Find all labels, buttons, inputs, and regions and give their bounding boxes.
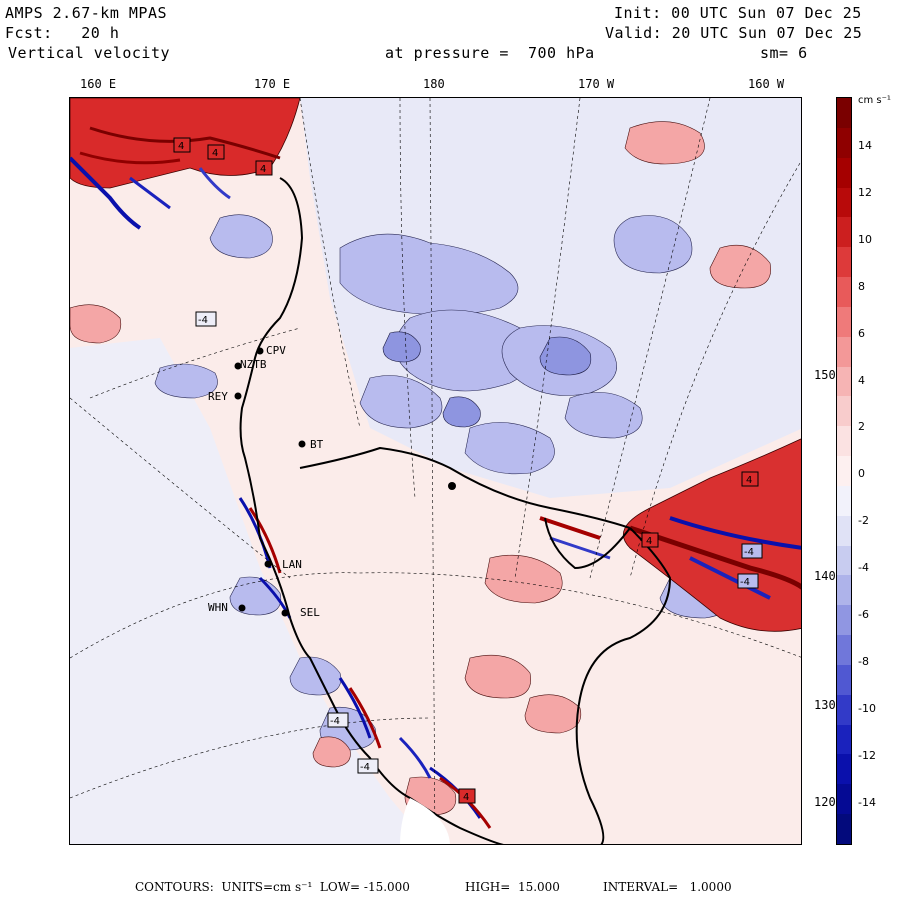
valid-time: Valid: 20 UTC Sun 07 Dec 25 — [605, 24, 863, 42]
colorbar-segment — [837, 247, 851, 278]
station-whn-marker — [238, 604, 246, 612]
colorbar-tick-label: -8 — [858, 654, 869, 668]
colorbar-segment — [837, 635, 851, 666]
colorbar — [836, 97, 852, 845]
extrema-boxes: 4 4 4 -4 4 4 -4 -4 -4 -4 4 — [173, 137, 763, 804]
station-nztb-marker — [234, 362, 242, 370]
station-cpv: CPV — [266, 344, 286, 357]
station-nztb: NZTB — [240, 358, 267, 371]
max-box-6: 4 — [463, 792, 469, 803]
colorbar-tick-label: 12 — [858, 185, 872, 199]
colorbar-segment — [837, 277, 851, 308]
graticule — [70, 98, 801, 844]
colorbar-tick-label: 2 — [858, 420, 865, 434]
colorbar-segment — [837, 187, 851, 218]
min-box-5: -4 — [360, 762, 370, 773]
colorbar-tick-label: -10 — [858, 701, 876, 715]
station-markers: CPV NZTB REY BT LAN WHN SEL — [208, 344, 456, 619]
lon-label-170w: 170 W — [578, 77, 615, 91]
station-bt: BT — [310, 438, 324, 451]
colorbar-segment — [837, 426, 851, 457]
colorbar-segment — [837, 664, 851, 696]
colorbar-segment — [837, 98, 851, 129]
min-box-2: -4 — [744, 547, 754, 558]
min-box-4: -4 — [330, 716, 340, 727]
field-name: Vertical velocity — [8, 44, 171, 62]
lon-label-160e: 160 E — [80, 77, 117, 91]
colorbar-tick-label: 14 — [858, 139, 872, 152]
colorbar-tick-label: -4 — [858, 561, 869, 575]
max-box-4: 4 — [746, 475, 752, 486]
model-title: AMPS 2.67-km MPAS — [5, 4, 168, 22]
max-box-3: 4 — [260, 164, 266, 175]
colorbar-tick-label: -14 — [858, 795, 876, 809]
station-lan: LAN — [282, 558, 302, 571]
max-box-2: 4 — [212, 148, 218, 159]
colorbar-segment — [837, 784, 851, 815]
colorbar-segment — [837, 127, 851, 159]
no-data-gap — [400, 798, 450, 844]
colorbar-tick-label: 8 — [858, 279, 865, 293]
vertical-velocity-map[interactable]: CPV NZTB REY BT LAN WHN SEL 4 4 4 -4 4 4… — [69, 97, 802, 845]
station-rey-marker — [234, 392, 242, 400]
station-sel-marker — [281, 609, 289, 617]
colorbar-tick-label: 10 — [858, 232, 872, 246]
colorbar-segment — [837, 605, 851, 636]
colorbar-tick-label: -2 — [858, 514, 869, 528]
max-box-5: 4 — [646, 536, 652, 547]
min-box-3: -4 — [740, 577, 750, 588]
colorbar-tick-label: -12 — [858, 748, 876, 762]
colorbar-segment — [837, 545, 851, 576]
station-whn: WHN — [208, 601, 228, 614]
stronger-negative-patches — [382, 331, 592, 428]
colorbar-segment — [837, 814, 851, 845]
colorbar-segment — [837, 366, 851, 397]
lon-label-170e: 170 E — [254, 77, 291, 91]
colorbar-tick-label: 6 — [858, 326, 865, 340]
colorbar-unit: cm s⁻¹ — [858, 95, 891, 106]
coastline — [239, 177, 672, 844]
max-box-1: 4 — [178, 141, 184, 152]
station-lan-marker — [264, 560, 272, 568]
station-marker-unlabeled — [448, 482, 456, 490]
colorbar-segment — [837, 485, 851, 517]
colorbar-segment — [837, 217, 851, 248]
station-rey: REY — [208, 390, 228, 403]
colorbar-segment — [837, 336, 851, 368]
pressure-level: at pressure = 700 hPa — [385, 44, 595, 62]
smoothing: sm= 6 — [760, 44, 808, 62]
station-sel: SEL — [300, 606, 320, 619]
footer-high: HIGH= 15.000 — [465, 880, 560, 894]
forecast-hour: Fcst: 20 h — [5, 24, 120, 42]
footer-contours: CONTOURS: UNITS=cm s⁻¹ LOW= -15.000 — [135, 880, 410, 894]
colorbar-segment — [837, 724, 851, 755]
colorbar-segment — [837, 754, 851, 785]
colorbar-tick-label: 0 — [858, 467, 865, 481]
colorbar-segment — [837, 456, 851, 487]
positive-velocity-patches — [70, 121, 772, 816]
station-cpv-marker — [256, 347, 264, 355]
min-box-1: -4 — [198, 315, 208, 326]
colorbar-segment — [837, 396, 851, 427]
station-bt-marker — [298, 440, 306, 448]
colorbar-segment — [837, 306, 851, 338]
lon-label-160w: 160 W — [748, 77, 785, 91]
colorbar-segment — [837, 694, 851, 726]
colorbar-tick-label: -6 — [858, 608, 869, 621]
colorbar-segment — [837, 515, 851, 547]
colorbar-tick-label: 4 — [858, 373, 865, 387]
init-time: Init: 00 UTC Sun 07 Dec 25 — [614, 4, 862, 22]
colorbar-segment — [837, 575, 851, 606]
lon-label-180: 180 — [423, 77, 445, 91]
footer-interval: INTERVAL= 1.0000 — [603, 880, 732, 894]
colorbar-segment — [837, 157, 851, 188]
